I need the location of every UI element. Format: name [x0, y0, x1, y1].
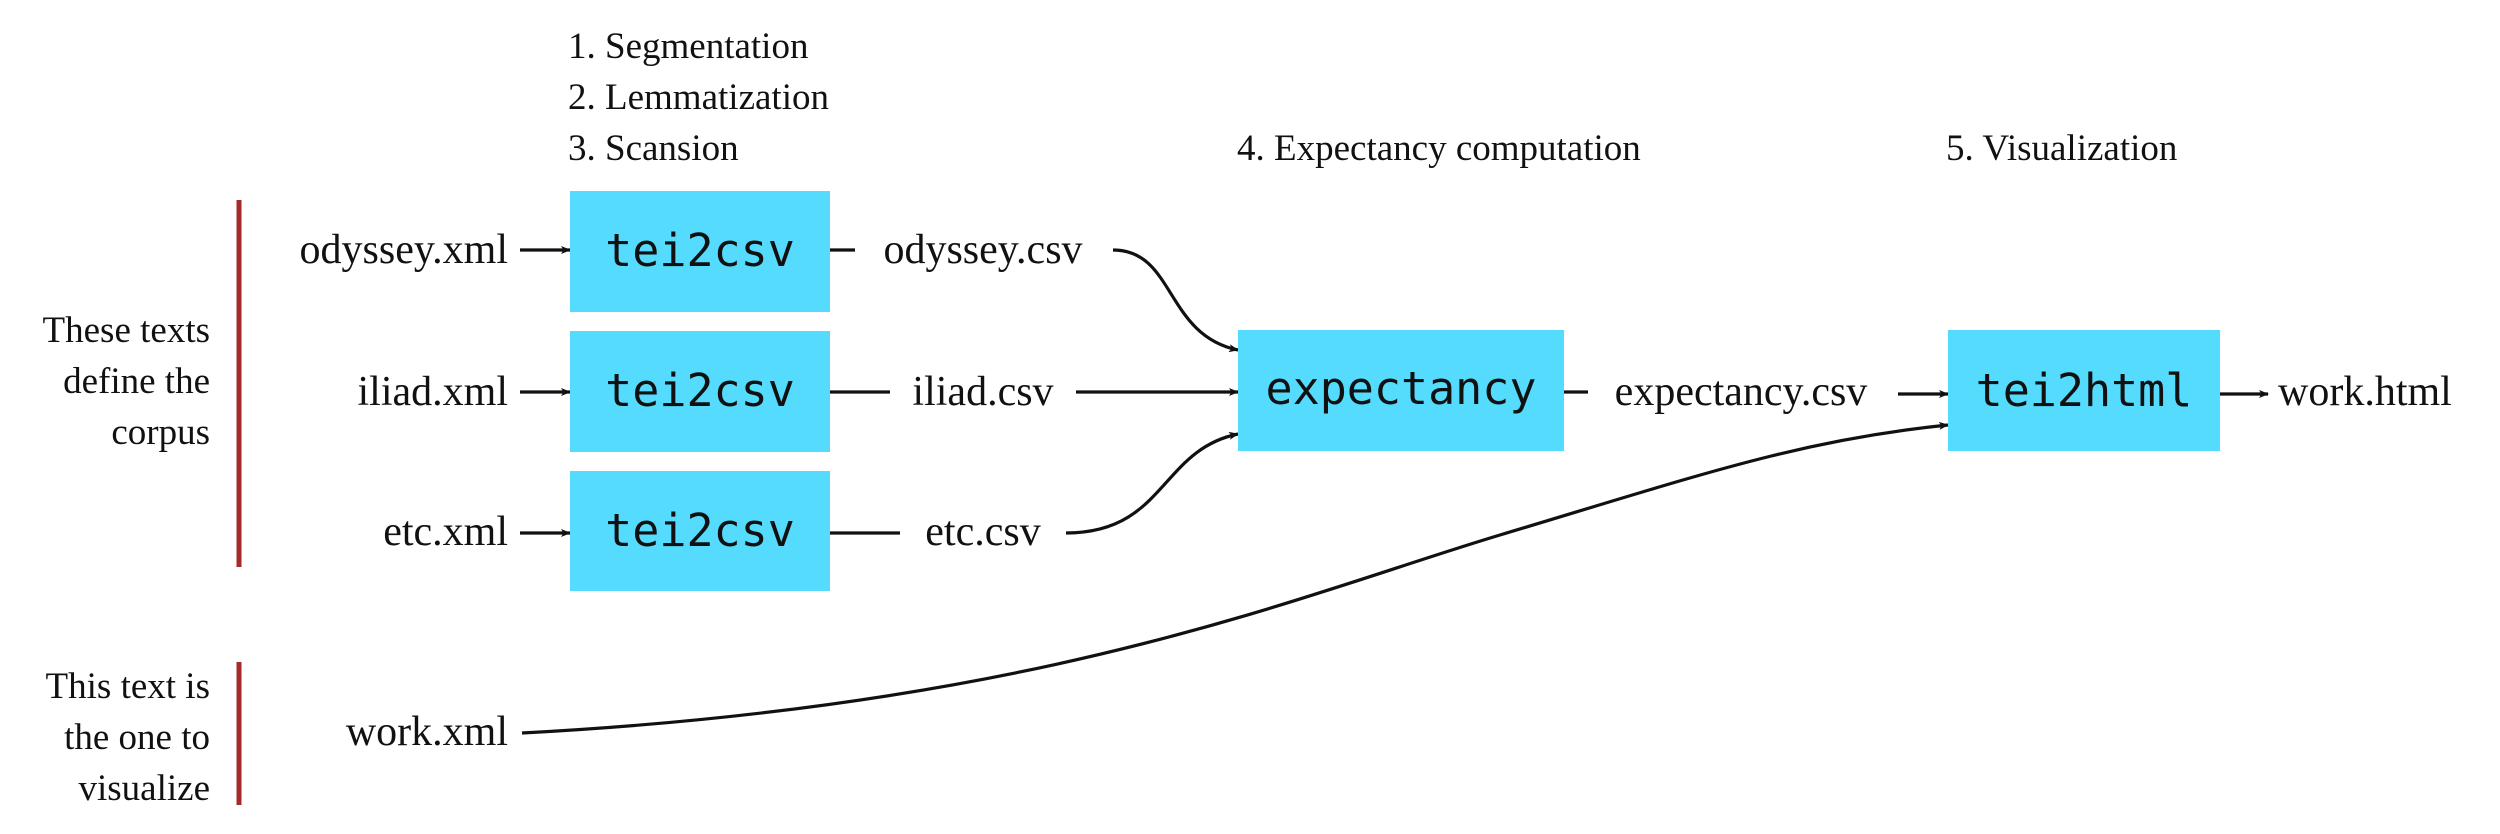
step-lemmatization: 2. Lemmatization [568, 77, 829, 118]
tei2csv-label-etc: tei2csv [605, 504, 795, 557]
corpus-note-line-3: corpus [111, 412, 210, 453]
target-note-line-2: the one to [64, 717, 210, 758]
step-visualization: 5. Visualization [1946, 128, 2177, 169]
step-scansion: 3. Scansion [568, 128, 739, 169]
tei2csv-label-iliad: tei2csv [605, 364, 795, 417]
csv-etc: etc.csv [925, 509, 1040, 555]
expectancy-label: expectancy [1266, 362, 1537, 415]
output-work-html: work.html [2278, 369, 2452, 415]
csv-iliad: iliad.csv [912, 369, 1053, 415]
csv-odyssey: odyssey.csv [883, 227, 1082, 273]
tei2csv-label-odyssey: tei2csv [605, 224, 795, 277]
input-work-xml: work.xml [346, 709, 508, 755]
tei2csv-box-iliad: tei2csv [570, 331, 830, 452]
arrow-work-xml-to-tei2html [521, 421, 1949, 735]
corpus-note-line-1: These texts [43, 310, 210, 351]
csv-expectancy: expectancy.csv [1615, 369, 1868, 415]
step-segmentation: 1. Segmentation [568, 26, 808, 67]
tei2csv-box-odyssey: tei2csv [570, 191, 830, 312]
corpus-note-line-2: define the [63, 361, 210, 402]
target-note-line-1: This text is [46, 666, 210, 707]
target-note-line-3: visualize [78, 768, 210, 809]
input-etc-xml: etc.xml [383, 509, 508, 555]
expectancy-box: expectancy [1238, 330, 1564, 451]
tei2html-label: tei2html [1976, 364, 2193, 417]
step-expectancy-computation: 4. Expectancy computation [1237, 128, 1641, 169]
input-odyssey-xml: odyssey.xml [300, 227, 508, 273]
tei2html-box: tei2html [1948, 330, 2220, 451]
arrow-odyssey-csv-to-expectancy [1112, 248, 1239, 353]
arrow-etc-csv-to-expectancy [1065, 431, 1239, 535]
tei2csv-box-etc: tei2csv [570, 471, 830, 591]
input-iliad-xml: iliad.xml [358, 369, 509, 415]
